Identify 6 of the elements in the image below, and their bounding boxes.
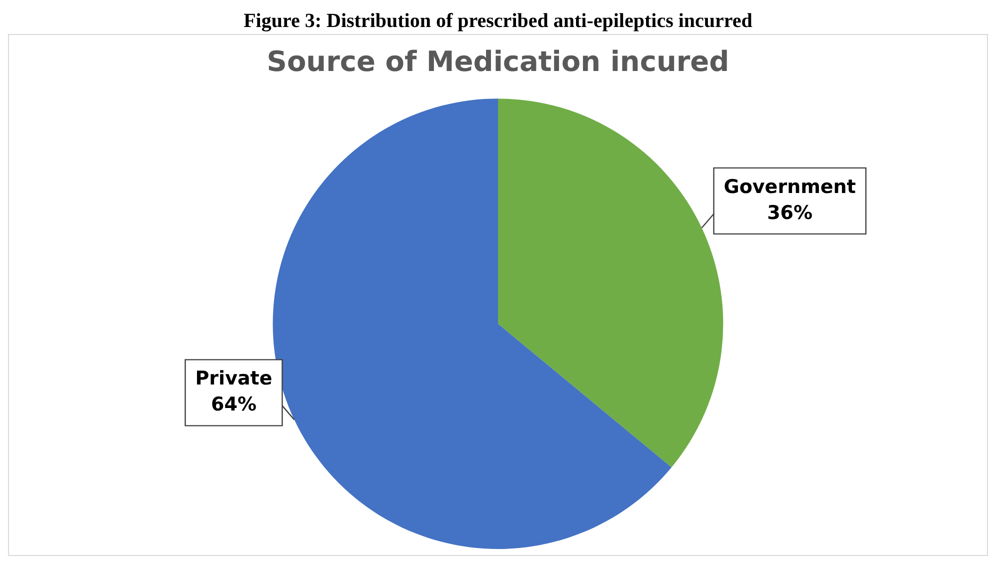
data-label: 64% (211, 394, 256, 416)
slice-label: Private (195, 368, 272, 390)
caption: Figure 3: Distribution of prescribed anti-epileptics incurred (242, 9, 754, 34)
data-label: 36% (767, 202, 813, 224)
slice-label: Government (724, 176, 856, 198)
chart-title: Source of Medication incured (266, 45, 730, 78)
